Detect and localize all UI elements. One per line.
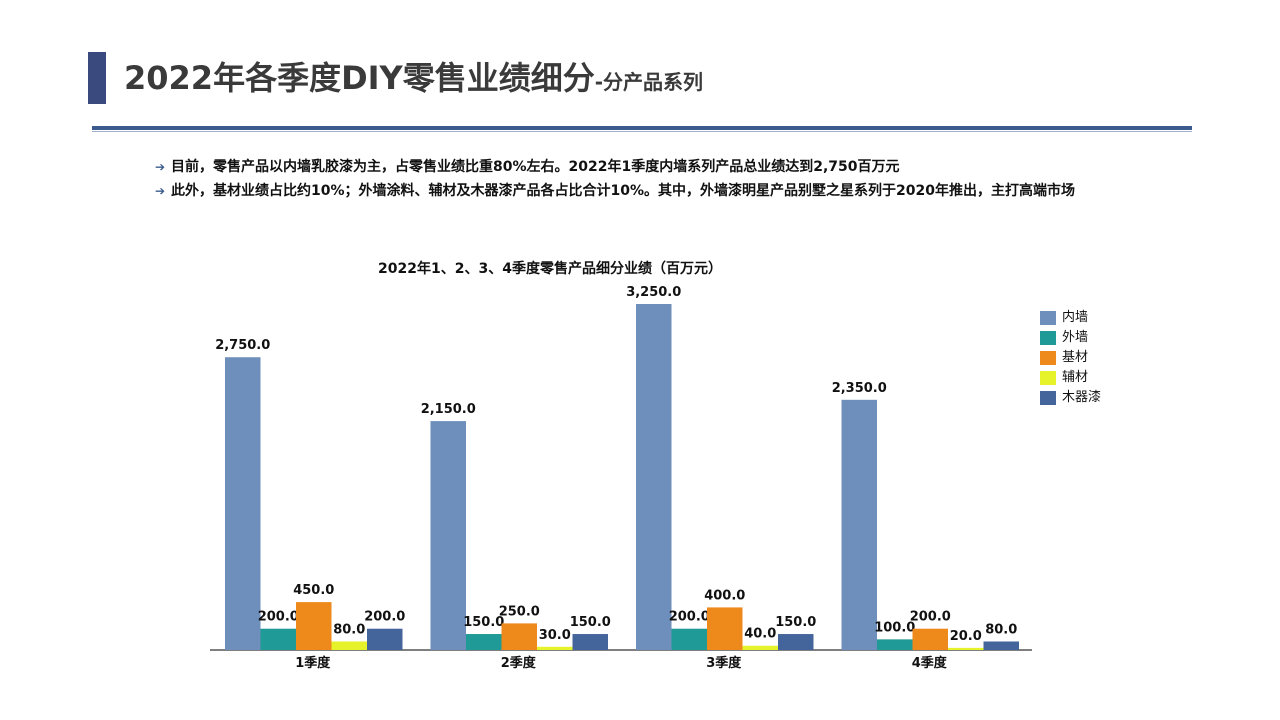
chart-legend: 内墙外墙基材辅材木器漆 xyxy=(1040,308,1101,408)
bar xyxy=(636,304,672,650)
header-divider-thin xyxy=(92,131,1192,132)
legend-swatch xyxy=(1040,310,1056,325)
bullet-item: ➔ 此外，基材业绩占比约10%；外墙涂料、辅材及木器漆产品各占比合计10%。其中… xyxy=(155,180,1195,202)
legend-label: 辅材 xyxy=(1062,370,1089,385)
data-label: 250.0 xyxy=(499,604,540,619)
bullet-text: 目前，零售产品以内墙乳胶漆为主，占零售业绩比重80%左右。2022年1季度内墙系… xyxy=(171,159,900,175)
bar xyxy=(367,628,403,650)
data-label: 2,750.0 xyxy=(215,338,270,353)
data-label: 200.0 xyxy=(669,610,710,625)
data-label: 150.0 xyxy=(775,615,816,630)
data-label: 200.0 xyxy=(910,610,951,625)
bar xyxy=(877,639,913,650)
title-accent-bar xyxy=(88,52,106,104)
legend-item: 外墙 xyxy=(1040,328,1101,348)
bar xyxy=(742,645,778,650)
data-label: 3,250.0 xyxy=(626,285,681,300)
x-tick-label: 4季度 xyxy=(912,655,948,671)
bar xyxy=(912,628,948,650)
arrow-right-icon: ➔ xyxy=(155,184,166,198)
legend-label: 外墙 xyxy=(1062,330,1089,345)
page-title-sub: -分产品系列 xyxy=(594,70,704,94)
data-label: 20.0 xyxy=(950,629,982,644)
bar xyxy=(572,634,608,650)
legend-label: 木器漆 xyxy=(1062,390,1102,405)
data-label: 150.0 xyxy=(570,615,611,630)
legend-item: 木器漆 xyxy=(1040,388,1101,408)
data-label: 80.0 xyxy=(333,622,365,637)
page-title-main: 2022年各季度DIY零售业绩细分 xyxy=(124,59,595,97)
legend-swatch xyxy=(1040,390,1056,405)
data-label: 400.0 xyxy=(704,588,745,603)
bar xyxy=(331,641,367,650)
legend-swatch xyxy=(1040,370,1056,385)
legend-item: 辅材 xyxy=(1040,368,1101,388)
data-label: 40.0 xyxy=(744,627,776,642)
data-label: 80.0 xyxy=(985,622,1017,637)
bar xyxy=(430,421,466,650)
bar xyxy=(983,641,1019,650)
data-label: 100.0 xyxy=(874,620,915,635)
legend-item: 基材 xyxy=(1040,348,1101,368)
data-label: 200.0 xyxy=(258,610,299,625)
legend-swatch xyxy=(1040,350,1056,365)
bar xyxy=(537,646,573,650)
x-tick-label: 1季度 xyxy=(295,655,331,671)
bar xyxy=(260,628,296,650)
data-label: 2,350.0 xyxy=(832,381,887,396)
arrow-right-icon: ➔ xyxy=(155,160,166,174)
legend-item: 内墙 xyxy=(1040,308,1101,328)
legend-label: 内墙 xyxy=(1062,310,1089,325)
data-label: 150.0 xyxy=(463,615,504,630)
bullet-text: 此外，基材业绩占比约10%；外墙涂料、辅材及木器漆产品各占比合计10%。其中，外… xyxy=(171,183,1075,199)
bar xyxy=(225,357,261,650)
page-title: 2022年各季度DIY零售业绩细分-分产品系列 xyxy=(124,52,703,104)
legend-swatch xyxy=(1040,330,1056,345)
bullet-item: ➔ 目前，零售产品以内墙乳胶漆为主，占零售业绩比重80%左右。2022年1季度内… xyxy=(155,156,1195,178)
data-label: 30.0 xyxy=(539,628,571,643)
bar xyxy=(671,628,707,650)
bar xyxy=(948,647,984,650)
bar xyxy=(707,607,743,650)
legend-label: 基材 xyxy=(1062,350,1089,365)
data-label: 2,150.0 xyxy=(421,402,476,417)
x-tick-label: 3季度 xyxy=(706,655,742,671)
bar xyxy=(466,634,502,650)
data-label: 450.0 xyxy=(293,583,334,598)
bar xyxy=(296,602,332,650)
bar xyxy=(501,623,537,650)
bullet-list: ➔ 目前，零售产品以内墙乳胶漆为主，占零售业绩比重80%左右。2022年1季度内… xyxy=(155,156,1195,204)
bar xyxy=(841,399,877,650)
header-divider xyxy=(92,126,1192,130)
chart-title: 2022年1、2、3、4季度零售产品细分业绩（百万元） xyxy=(378,260,722,277)
bar xyxy=(778,634,814,650)
x-tick-label: 2季度 xyxy=(501,655,537,671)
data-label: 200.0 xyxy=(364,610,405,625)
